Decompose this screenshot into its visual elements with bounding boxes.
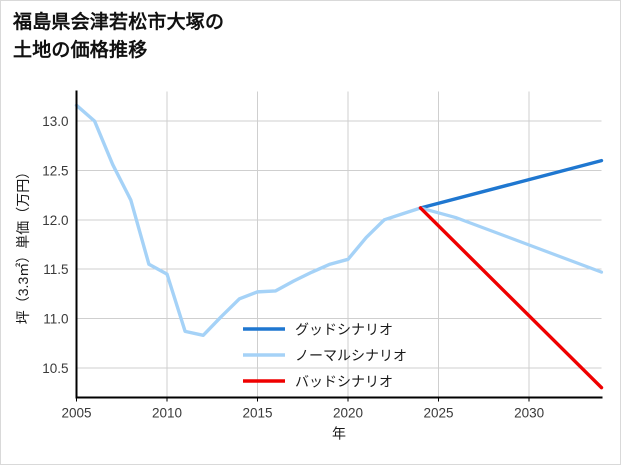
legend-label-2: バッドシナリオ [295, 374, 393, 390]
y-tick-label: 11.0 [43, 312, 68, 327]
axes-group [75, 90, 603, 399]
x-tick-label: 2020 [333, 406, 363, 421]
y-tick-label: 13.0 [42, 114, 68, 129]
series-line-0 [74, 103, 423, 338]
axis-titles-group: 年 坪（3.3㎡）単価（万円） [15, 165, 346, 442]
x-tick-label: 2025 [424, 406, 454, 421]
horizontal-gridlines [76, 120, 602, 369]
page-title: 福島県会津若松市大塚の 土地の価格推移 [13, 12, 225, 61]
y-axis-tick-labels: 10.5 11.0 11.5 12.0 12.5 13.0 [42, 114, 68, 376]
y-tick-label: 10.5 [42, 361, 68, 376]
legend-label-1: ノーマルシナリオ [295, 348, 407, 364]
legend-label-0: グッドシナリオ [295, 322, 393, 338]
x-tick-label: 2010 [152, 406, 182, 421]
data-series-group [74, 103, 604, 390]
x-tick-label: 2030 [514, 406, 544, 421]
y-axis-title: 坪（3.3㎡）単価（万円） [15, 165, 31, 324]
x-tick-label: 2005 [61, 406, 91, 421]
y-tick-label: 12.0 [42, 213, 68, 228]
y-tick-label: 11.5 [43, 262, 68, 277]
series-line-1 [418, 158, 604, 210]
x-axis-title: 年 [332, 426, 346, 442]
series-line-2 [418, 206, 604, 274]
y-tick-label: 12.5 [42, 163, 68, 178]
series-line-3 [418, 206, 604, 390]
x-tick-label: 2015 [243, 406, 273, 421]
x-axis-tick-labels: 2005 2010 2015 2020 2025 2030 [61, 397, 544, 421]
